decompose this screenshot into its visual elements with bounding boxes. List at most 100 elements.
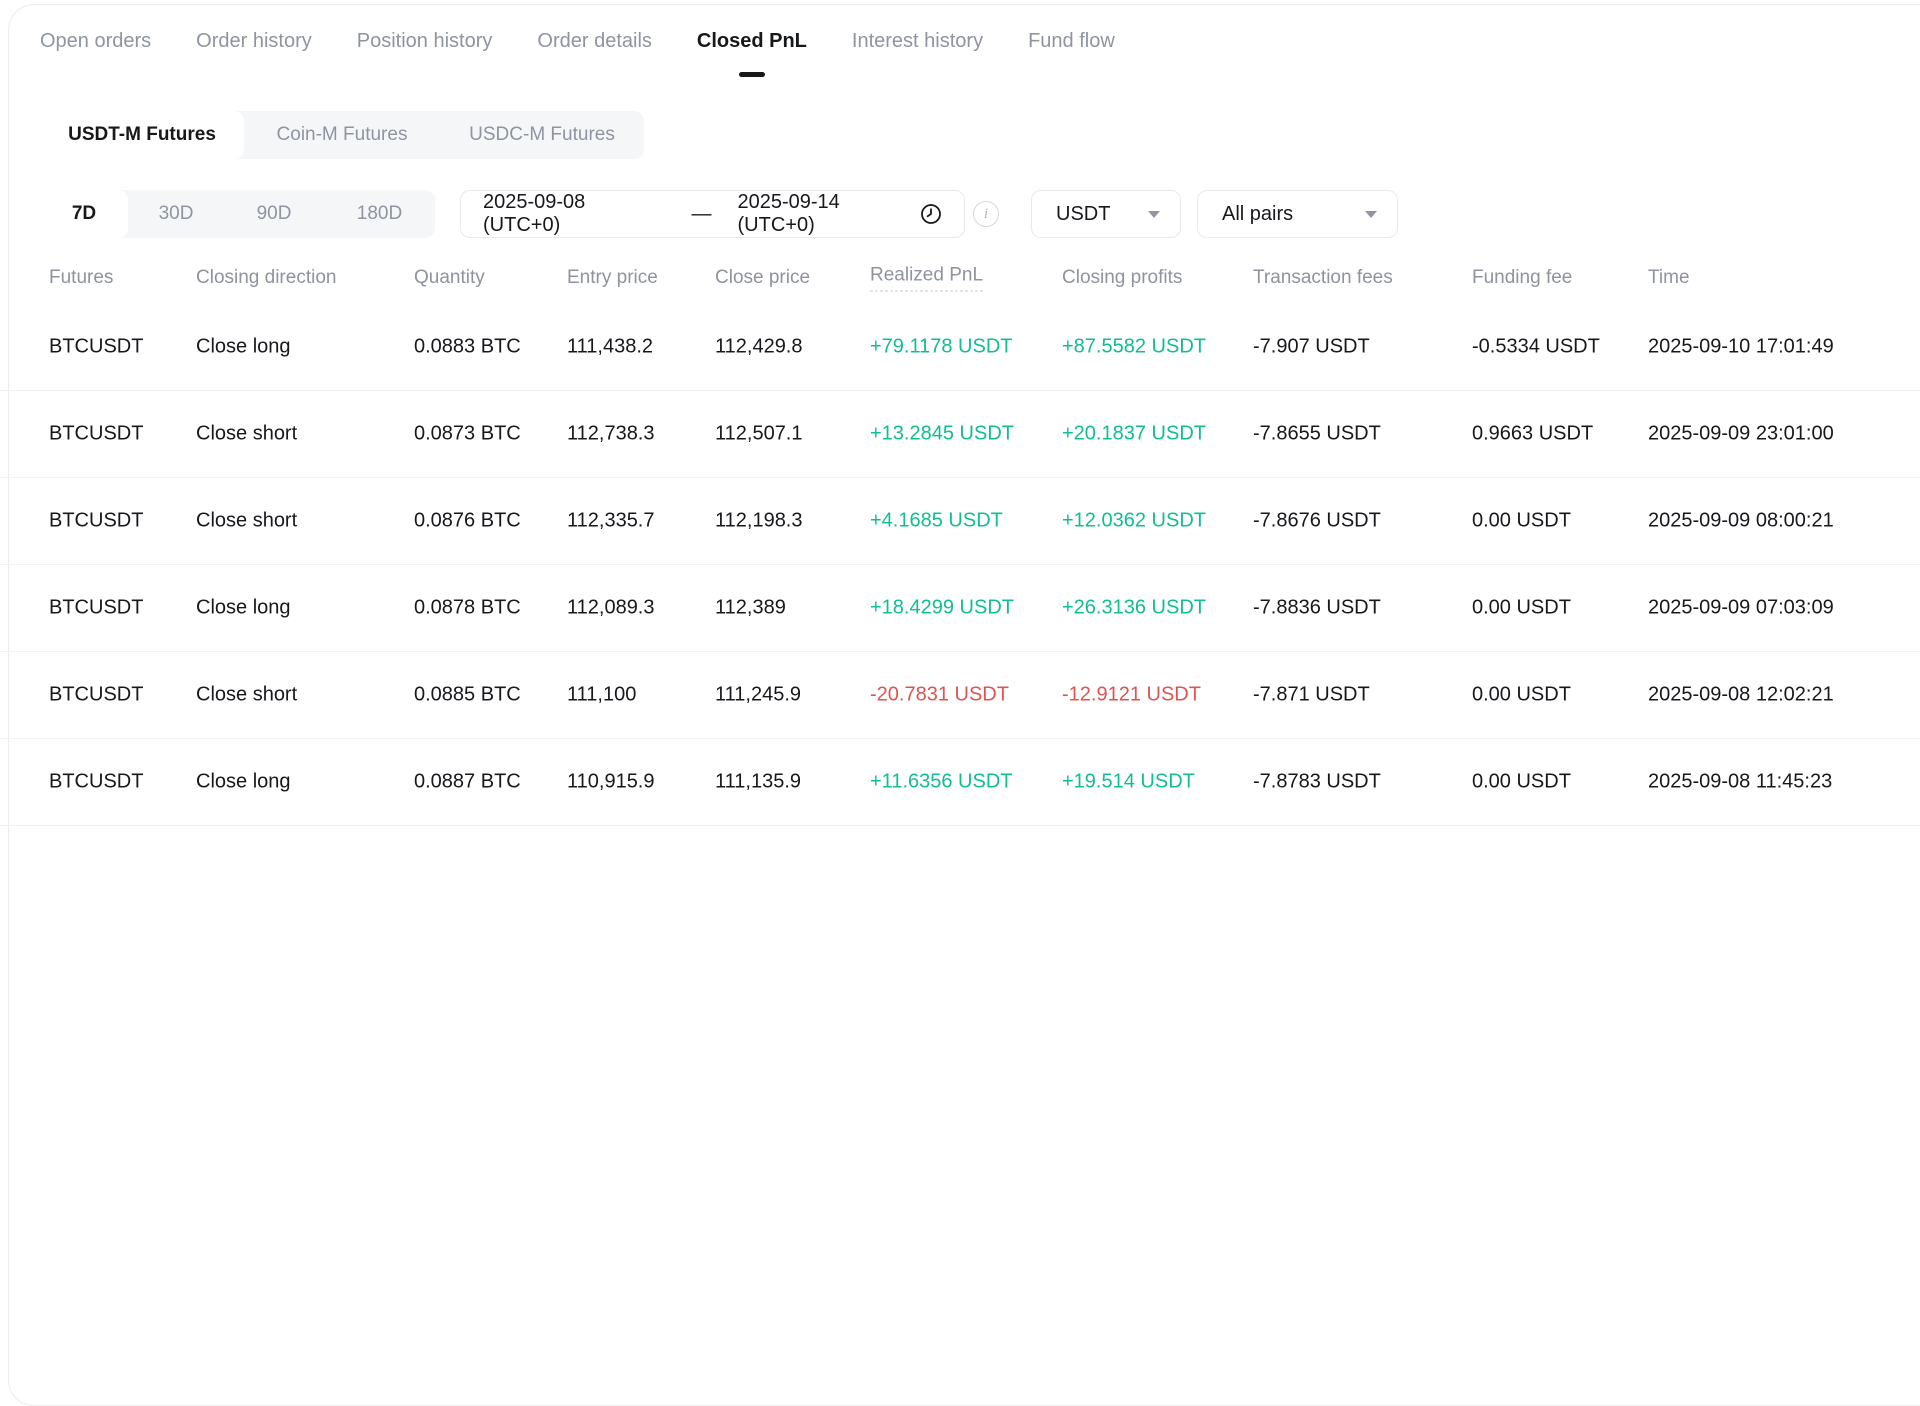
tab-open-orders[interactable]: Open orders — [40, 30, 152, 52]
cell-entry-price: 111,100 — [567, 683, 637, 706]
cell-closing-direction: Close long — [196, 335, 291, 358]
order-tabs: Open orders Order history Position histo… — [40, 30, 1115, 77]
date-range-picker[interactable]: 2025-09-08 (UTC+0) — 2025-09-14 (UTC+0) — [460, 190, 965, 238]
table-row: BTCUSDT Close long 0.0878 BTC 112,089.3 … — [0, 565, 1920, 652]
date-start: 2025-09-08 (UTC+0) — [483, 191, 586, 236]
cell-close-price: 112,389 — [715, 596, 786, 619]
cell-close-price: 112,429.8 — [715, 335, 803, 358]
cell-closing-profits: +19.514 USDT — [1062, 770, 1195, 793]
cell-closing-profits: +20.1837 USDT — [1062, 422, 1206, 445]
cell-quantity: 0.0873 BTC — [414, 422, 521, 445]
cell-quantity: 0.0876 BTC — [414, 509, 521, 532]
cell-close-price: 112,507.1 — [715, 422, 803, 445]
tab-position-history[interactable]: Position history — [356, 30, 493, 52]
segment-30d[interactable]: 30D — [158, 203, 194, 224]
header-realized-pnl[interactable]: Realized PnL — [870, 265, 984, 292]
header-time: Time — [1648, 267, 1690, 288]
cell-futures: BTCUSDT — [49, 422, 144, 445]
cell-transaction-fees: -7.8676 USDT — [1253, 509, 1381, 532]
tab-closed-pnl[interactable]: Closed PnL — [697, 30, 807, 77]
cell-close-price: 112,198.3 — [715, 509, 803, 532]
cell-entry-price: 112,335.7 — [567, 509, 655, 532]
segment-usdc-m-futures[interactable]: USDC-M Futures — [469, 124, 615, 145]
table-row: BTCUSDT Close short 0.0885 BTC 111,100 1… — [0, 652, 1920, 739]
futures-type-switcher: USDT-M Futures Coin-M Futures USDC-M Fut… — [40, 111, 644, 159]
tab-interest-history[interactable]: Interest history — [851, 30, 984, 52]
cell-closing-direction: Close long — [196, 596, 291, 619]
margin-coin-value: USDT — [1056, 202, 1111, 225]
cell-time: 2025-09-09 07:03:09 — [1648, 596, 1834, 619]
table-body: BTCUSDT Close long 0.0883 BTC 111,438.2 … — [0, 304, 1920, 826]
cell-closing-direction: Close short — [196, 422, 298, 445]
cell-time: 2025-09-08 11:45:23 — [1648, 770, 1833, 793]
segment-usdt-m-futures[interactable]: USDT-M Futures — [40, 111, 244, 159]
pair-value: All pairs — [1222, 202, 1294, 225]
tab-order-history[interactable]: Order history — [196, 30, 312, 52]
cell-transaction-fees: -7.8783 USDT — [1253, 770, 1381, 793]
cell-time: 2025-09-10 17:01:49 — [1648, 335, 1834, 358]
cell-transaction-fees: -7.907 USDT — [1253, 335, 1370, 358]
chevron-down-icon — [1365, 210, 1377, 218]
cell-closing-profits: +26.3136 USDT — [1062, 596, 1206, 619]
segment-7d[interactable]: 7D — [40, 190, 128, 238]
header-closing-direction: Closing direction — [196, 267, 337, 288]
table-row: BTCUSDT Close long 0.0883 BTC 111,438.2 … — [0, 304, 1920, 391]
info-icon[interactable]: i — [973, 201, 999, 227]
period-switcher: 7D 30D 90D 180D — [40, 190, 435, 238]
cell-futures: BTCUSDT — [49, 683, 144, 706]
cell-futures: BTCUSDT — [49, 335, 144, 358]
cell-entry-price: 111,438.2 — [567, 335, 654, 358]
cell-futures: BTCUSDT — [49, 509, 144, 532]
cell-realized-pnl: -20.7831 USDT — [870, 683, 1009, 706]
cell-funding-fee: 0.00 USDT — [1472, 683, 1571, 706]
cell-time: 2025-09-09 23:01:00 — [1648, 422, 1834, 445]
cell-quantity: 0.0878 BTC — [414, 596, 521, 619]
header-quantity: Quantity — [414, 267, 485, 288]
header-entry-price: Entry price — [567, 267, 658, 288]
tab-order-details[interactable]: Order details — [537, 30, 652, 52]
cell-transaction-fees: -7.871 USDT — [1253, 683, 1370, 706]
date-separator: — — [691, 202, 712, 225]
tab-fund-flow[interactable]: Fund flow — [1028, 30, 1115, 52]
header-funding-fee: Funding fee — [1472, 267, 1573, 288]
segment-coin-m-futures[interactable]: Coin-M Futures — [276, 124, 408, 145]
cell-realized-pnl: +11.6356 USDT — [870, 770, 1013, 793]
header-futures: Futures — [49, 267, 114, 288]
cell-transaction-fees: -7.8836 USDT — [1253, 596, 1381, 619]
cell-closing-direction: Close short — [196, 683, 298, 706]
cell-quantity: 0.0885 BTC — [414, 683, 521, 706]
table-header: Futures Closing direction Quantity Entry… — [0, 252, 1920, 304]
pair-select[interactable]: All pairs — [1197, 190, 1398, 238]
table-row: BTCUSDT Close long 0.0887 BTC 110,915.9 … — [0, 739, 1920, 826]
segment-90d[interactable]: 90D — [256, 203, 292, 224]
margin-coin-select[interactable]: USDT — [1031, 190, 1181, 238]
cell-closing-profits: +87.5582 USDT — [1062, 335, 1206, 358]
cell-funding-fee: 0.00 USDT — [1472, 770, 1571, 793]
cell-quantity: 0.0887 BTC — [414, 770, 521, 793]
cell-entry-price: 112,738.3 — [567, 422, 655, 445]
cell-close-price: 111,135.9 — [715, 770, 802, 793]
cell-entry-price: 110,915.9 — [567, 770, 655, 793]
cell-entry-price: 112,089.3 — [567, 596, 655, 619]
table-row: BTCUSDT Close short 0.0876 BTC 112,335.7… — [0, 478, 1920, 565]
chevron-down-icon — [1148, 210, 1160, 218]
cell-time: 2025-09-08 12:02:21 — [1648, 683, 1834, 706]
table-row: BTCUSDT Close short 0.0873 BTC 112,738.3… — [0, 391, 1920, 478]
header-transaction-fees: Transaction fees — [1253, 267, 1393, 288]
cell-closing-profits: +12.0362 USDT — [1062, 509, 1206, 532]
clock-icon — [920, 203, 942, 225]
header-close-price: Close price — [715, 267, 811, 288]
cell-transaction-fees: -7.8655 USDT — [1253, 422, 1381, 445]
cell-close-price: 111,245.9 — [715, 683, 802, 706]
cell-funding-fee: 0.9663 USDT — [1472, 422, 1594, 445]
cell-realized-pnl: +18.4299 USDT — [870, 596, 1014, 619]
cell-futures: BTCUSDT — [49, 596, 144, 619]
cell-closing-profits: -12.9121 USDT — [1062, 683, 1201, 706]
cell-closing-direction: Close long — [196, 770, 291, 793]
date-end: 2025-09-14 (UTC+0) — [737, 191, 840, 236]
cell-funding-fee: -0.5334 USDT — [1472, 335, 1600, 358]
cell-realized-pnl: +4.1685 USDT — [870, 509, 1003, 532]
header-closing-profits: Closing profits — [1062, 267, 1183, 288]
segment-180d[interactable]: 180D — [356, 203, 403, 224]
cell-realized-pnl: +13.2845 USDT — [870, 422, 1014, 445]
